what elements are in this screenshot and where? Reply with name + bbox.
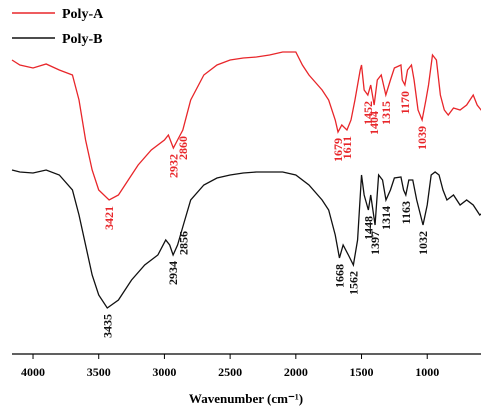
x-tick-label: 3000 [152,365,176,379]
x-tick-label: 4000 [21,365,45,379]
peak-label: 1452 [361,101,375,125]
peak-label: 3435 [100,314,114,338]
peak-label: 1404 [367,111,381,135]
peak-label: 1163 [399,201,413,224]
peak-label: 1170 [398,91,412,114]
legend-label: Poly-B [62,32,102,47]
peak-label: 1032 [416,231,430,255]
peak-label: 1314 [379,206,393,230]
x-tick-label: 3500 [87,365,111,379]
peak-label: 2860 [176,136,190,160]
x-tick-label: 2500 [218,365,242,379]
x-axis-label: Wavenumber (cm⁻¹) [189,391,303,406]
peak-label: 2934 [166,261,180,285]
peak-label: 2932 [166,154,180,178]
peak-label: 1448 [361,216,375,240]
peak-label: 1668 [332,264,346,288]
peak-label: 3421 [102,206,116,230]
x-tick-label: 1000 [415,365,439,379]
peak-label: 1315 [379,101,393,125]
x-tick-label: 1500 [350,365,374,379]
peak-label: 1679 [331,138,345,162]
peak-label: 1039 [415,126,429,150]
peak-label: 1397 [368,231,382,255]
peak-label: 2856 [176,231,190,255]
x-tick-label: 2000 [284,365,308,379]
peak-label: 1611 [340,136,354,159]
spectrum-line [11,169,481,309]
peak-label: 1562 [346,271,360,295]
spectrum-line [11,51,481,201]
legend-label: Poly-A [62,7,104,22]
